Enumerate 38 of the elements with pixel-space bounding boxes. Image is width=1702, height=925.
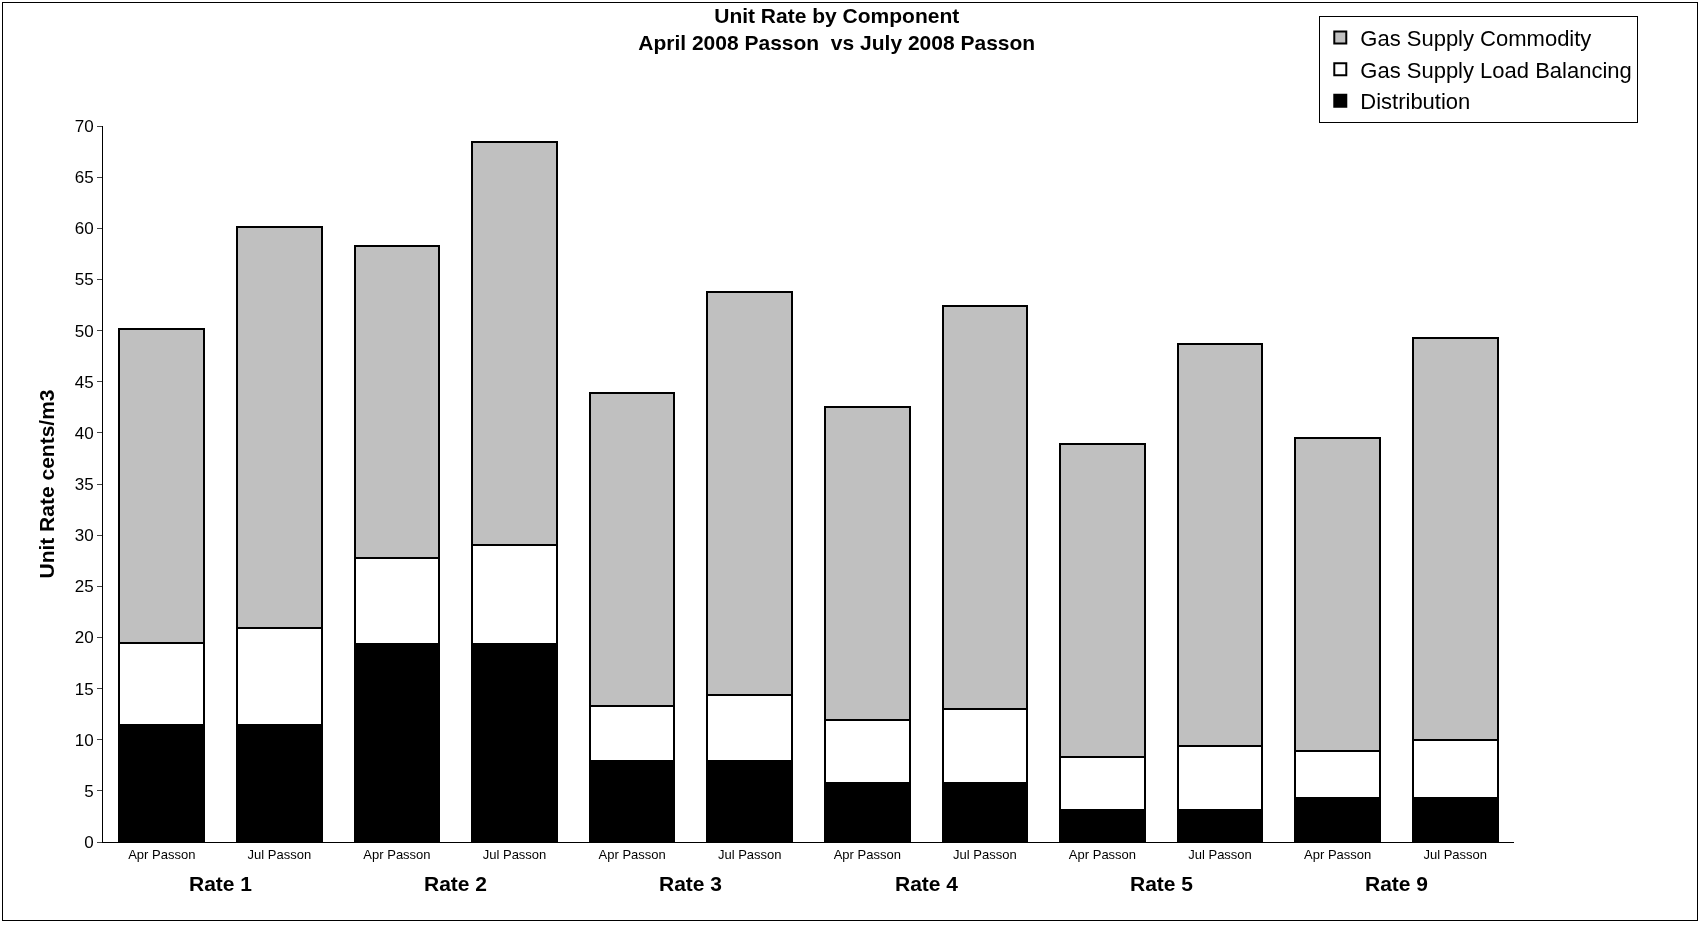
legend-label: Distribution bbox=[1360, 89, 1471, 115]
text: Rate 4 bbox=[895, 872, 959, 895]
y-tick-label: 15 bbox=[74, 679, 94, 699]
text: Rate 2 bbox=[424, 872, 488, 895]
y-tick-label: 30 bbox=[74, 526, 94, 546]
y-tick-label: 35 bbox=[74, 474, 94, 494]
y-tick-label: 50 bbox=[74, 321, 94, 341]
legend-label: Gas Supply Commodity bbox=[1360, 26, 1592, 52]
x-tick-label: Jul Passon bbox=[717, 846, 782, 862]
y-tick-label: 70 bbox=[74, 116, 94, 136]
y-tick-label: 5 bbox=[84, 781, 94, 801]
x-tick-label: Jul Passon bbox=[1188, 846, 1252, 862]
legend-label: Gas Supply Load Balancing bbox=[1360, 57, 1632, 83]
y-tick-label: 55 bbox=[74, 270, 94, 290]
y-tick-label: 45 bbox=[74, 372, 94, 392]
x-tick-label: Apr Passon bbox=[363, 846, 431, 862]
y-axis-title: Unit Rate cents/m3 bbox=[34, 389, 58, 579]
y-tick-label: 40 bbox=[74, 423, 94, 443]
text: Rate 1 bbox=[189, 872, 253, 895]
x-tick-label: Apr Passon bbox=[1304, 846, 1372, 862]
x-tick-label: Apr Passon bbox=[1068, 846, 1137, 862]
text: Rate 9 bbox=[1365, 872, 1429, 895]
y-tick-label: 65 bbox=[74, 168, 94, 188]
x-tick-label: Apr Passon bbox=[128, 846, 196, 862]
text: Rate 5 bbox=[1130, 872, 1194, 895]
x-tick-label: Jul Passon bbox=[953, 846, 1017, 862]
x-tick-label: Jul Passon bbox=[247, 846, 312, 862]
y-tick-label: 0 bbox=[84, 832, 94, 852]
chart-title: Unit Rate by Component April 2008 Passon vs July 2008 Passon bbox=[638, 4, 1036, 55]
text: Rate 3 bbox=[659, 872, 723, 895]
y-tick-label: 20 bbox=[74, 628, 94, 648]
x-tick-label: Jul Passon bbox=[482, 846, 547, 862]
x-tick-label: Apr Passon bbox=[833, 846, 901, 862]
y-tick-label: 60 bbox=[74, 219, 94, 239]
y-tick-label: 10 bbox=[74, 730, 94, 750]
y-tick-label: 25 bbox=[74, 577, 94, 597]
x-tick-label: Apr Passon bbox=[598, 846, 666, 862]
x-tick-label: Jul Passon bbox=[1423, 846, 1488, 862]
